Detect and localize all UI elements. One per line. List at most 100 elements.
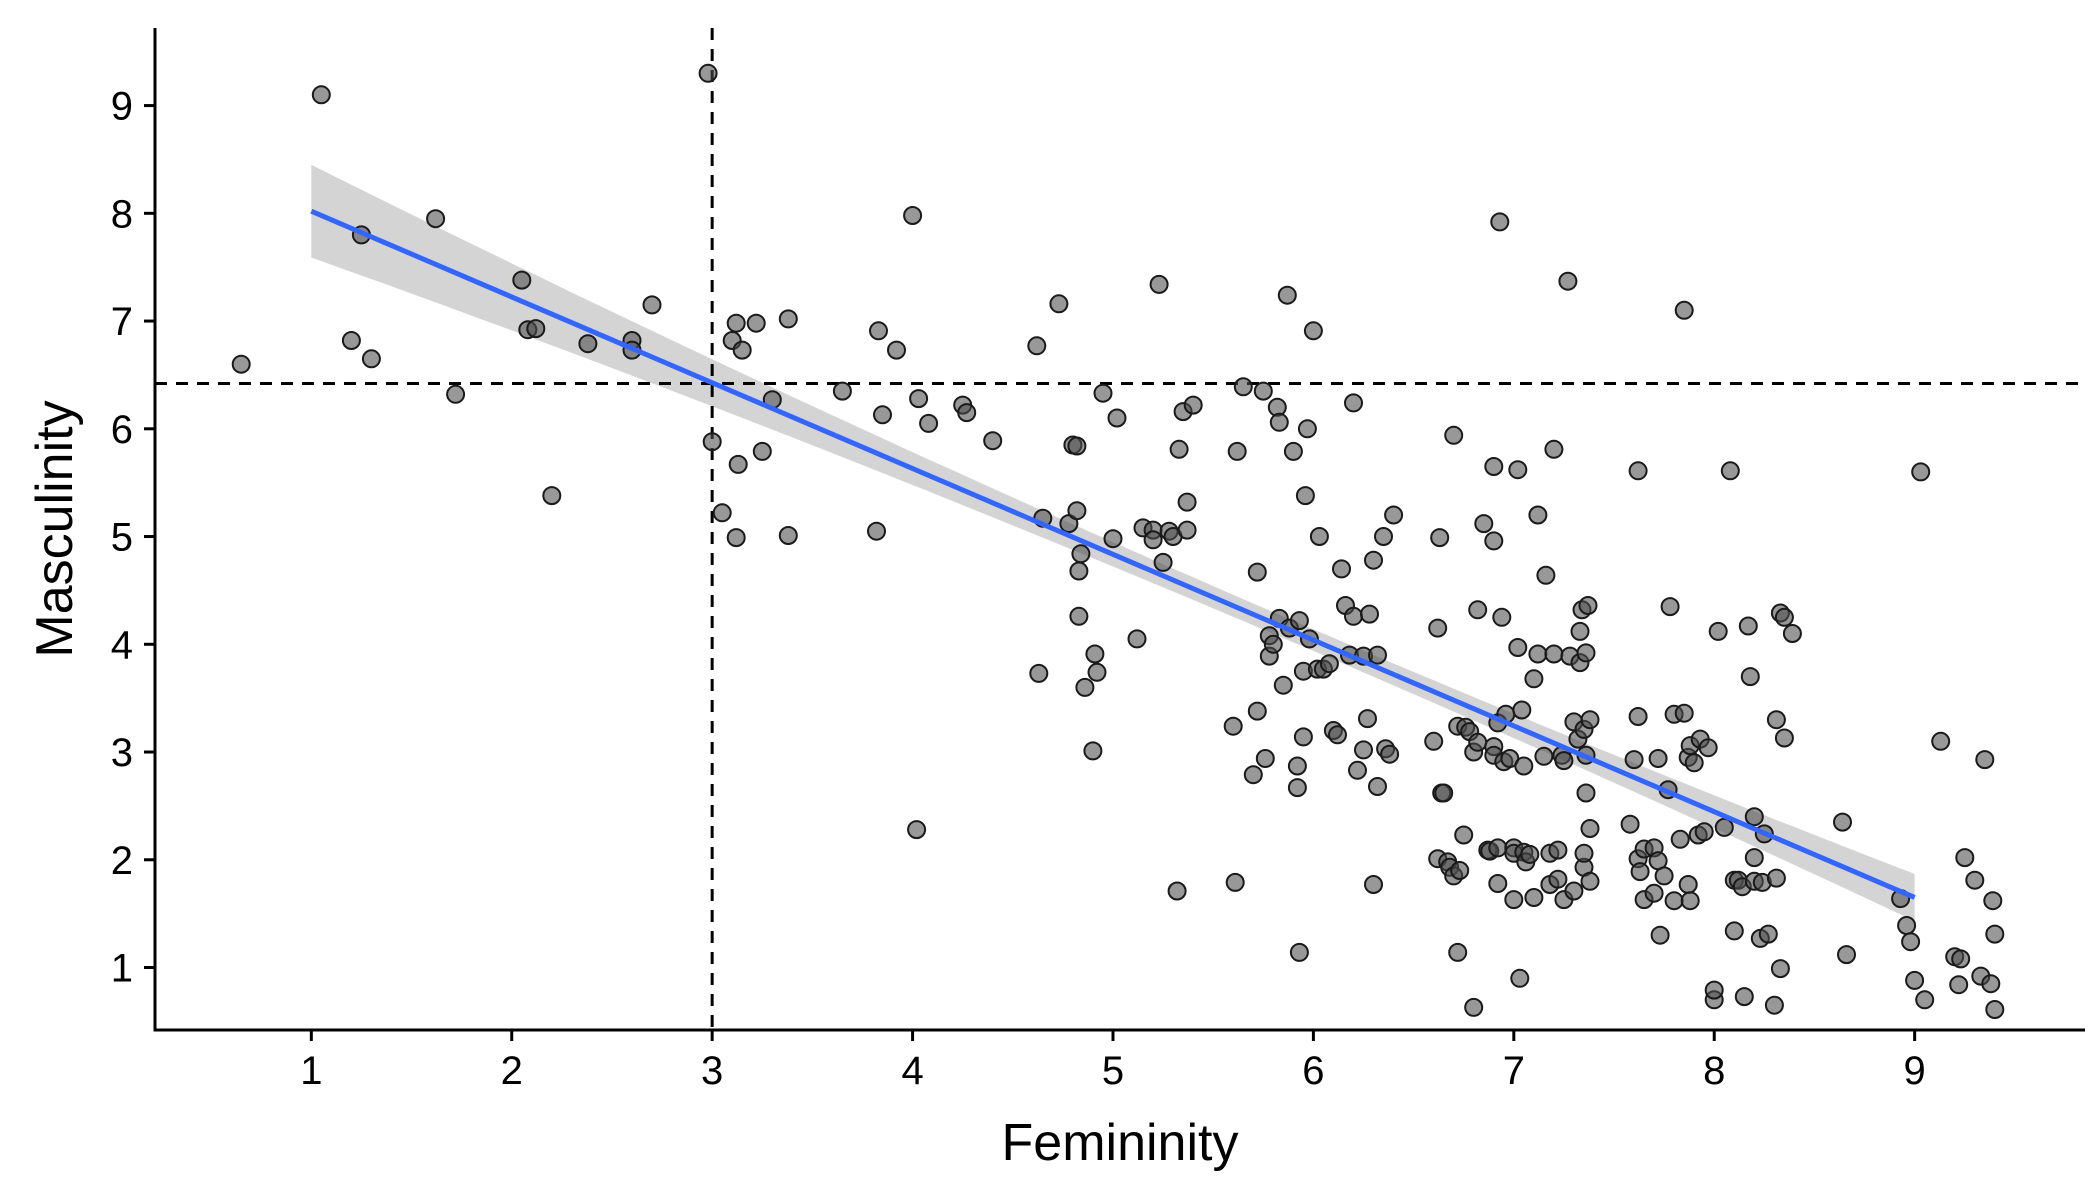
data-point bbox=[907, 820, 927, 840]
data-point bbox=[957, 403, 977, 423]
data-point bbox=[642, 295, 662, 315]
regression-line-layer bbox=[310, 208, 1916, 900]
data-point bbox=[1975, 750, 1995, 770]
data-point bbox=[1143, 530, 1163, 550]
data-point bbox=[1758, 924, 1778, 944]
data-point bbox=[728, 454, 748, 474]
data-point bbox=[1744, 807, 1764, 827]
data-point bbox=[1664, 891, 1684, 911]
data-point bbox=[1243, 765, 1263, 785]
data-point bbox=[1981, 974, 2001, 994]
data-point bbox=[702, 432, 722, 452]
data-point bbox=[1684, 753, 1704, 773]
data-point bbox=[1833, 812, 1852, 832]
data-point bbox=[1319, 654, 1339, 674]
data-point bbox=[1580, 871, 1600, 891]
y-tick-label: 5 bbox=[111, 516, 133, 560]
data-point bbox=[1580, 819, 1600, 838]
data-point bbox=[1085, 644, 1105, 664]
data-point bbox=[1049, 294, 1069, 314]
data-point bbox=[1680, 891, 1700, 911]
data-point bbox=[446, 384, 466, 404]
data-point bbox=[832, 381, 852, 401]
data-point bbox=[1985, 1000, 2005, 1019]
data-point bbox=[1464, 997, 1484, 1017]
data-point bbox=[1837, 945, 1856, 965]
data-point bbox=[1915, 990, 1935, 1010]
data-point bbox=[361, 349, 381, 369]
data-point bbox=[1512, 700, 1532, 720]
data-point bbox=[1468, 600, 1488, 620]
data-point bbox=[1358, 709, 1377, 729]
regression-line bbox=[310, 208, 1916, 900]
reference-lines bbox=[155, 28, 2085, 1030]
data-point bbox=[1620, 814, 1640, 834]
x-tick-label: 5 bbox=[1102, 1049, 1124, 1093]
y-tick-label: 7 bbox=[111, 300, 133, 344]
data-point bbox=[1720, 461, 1740, 481]
data-point bbox=[1103, 529, 1123, 549]
data-point bbox=[1949, 975, 1969, 995]
data-point bbox=[1740, 667, 1760, 687]
x-tick-label: 2 bbox=[501, 1049, 523, 1093]
data-point bbox=[1177, 520, 1197, 540]
data-point bbox=[1580, 710, 1600, 730]
data-point bbox=[1029, 663, 1049, 683]
data-point bbox=[1153, 552, 1173, 572]
data-point bbox=[1955, 848, 1975, 868]
data-point bbox=[1269, 412, 1289, 432]
data-point bbox=[1360, 604, 1379, 624]
data-point bbox=[746, 313, 766, 333]
data-point bbox=[1536, 565, 1556, 585]
data-point bbox=[1678, 875, 1698, 894]
data-point bbox=[1083, 741, 1103, 761]
data-point bbox=[1450, 861, 1470, 880]
data-point bbox=[1514, 756, 1534, 776]
data-point bbox=[1708, 621, 1728, 641]
y-tick-label: 9 bbox=[111, 85, 133, 129]
data-point bbox=[1774, 728, 1794, 748]
data-point bbox=[712, 503, 732, 523]
data-point bbox=[1911, 462, 1931, 482]
data-point bbox=[1444, 425, 1464, 445]
data-point bbox=[1558, 271, 1578, 291]
x-tick-label: 6 bbox=[1302, 1049, 1324, 1093]
data-point bbox=[512, 270, 532, 290]
data-point bbox=[1344, 606, 1363, 626]
data-point bbox=[1430, 528, 1450, 548]
x-tick-label: 9 bbox=[1904, 1049, 1926, 1093]
data-point bbox=[1714, 817, 1734, 837]
data-point bbox=[1424, 731, 1444, 751]
data-point bbox=[1287, 778, 1307, 798]
data-point bbox=[1149, 274, 1169, 294]
data-point bbox=[1630, 862, 1650, 882]
axes: 1 2 3 4 5 6 7 8 9 1 2 3 4 5 6 7 8 9 bbox=[111, 28, 2085, 1093]
data-point bbox=[1364, 550, 1383, 570]
data-point bbox=[1528, 505, 1548, 525]
data-point bbox=[1297, 419, 1317, 439]
x-tick-label: 1 bbox=[300, 1049, 322, 1093]
data-point bbox=[1983, 891, 2003, 911]
data-point bbox=[1468, 732, 1488, 752]
data-point bbox=[1628, 707, 1648, 726]
data-point bbox=[909, 389, 929, 409]
data-point bbox=[1660, 597, 1680, 617]
data-point bbox=[1508, 460, 1528, 480]
data-point bbox=[869, 321, 888, 341]
data-point bbox=[1263, 634, 1283, 654]
data-point bbox=[1428, 618, 1448, 638]
data-points bbox=[231, 63, 2005, 1019]
data-point bbox=[1905, 970, 1925, 990]
data-point bbox=[1227, 441, 1247, 461]
data-point bbox=[887, 340, 906, 360]
y-tick-label: 4 bbox=[111, 623, 133, 667]
data-point bbox=[1490, 212, 1510, 232]
data-point bbox=[1648, 749, 1668, 768]
data-point bbox=[1069, 606, 1089, 626]
data-point bbox=[1510, 968, 1530, 988]
data-point bbox=[1548, 840, 1568, 860]
data-point bbox=[526, 319, 546, 339]
data-point bbox=[1897, 916, 1917, 935]
data-point bbox=[1027, 336, 1047, 356]
data-point bbox=[1576, 783, 1596, 803]
